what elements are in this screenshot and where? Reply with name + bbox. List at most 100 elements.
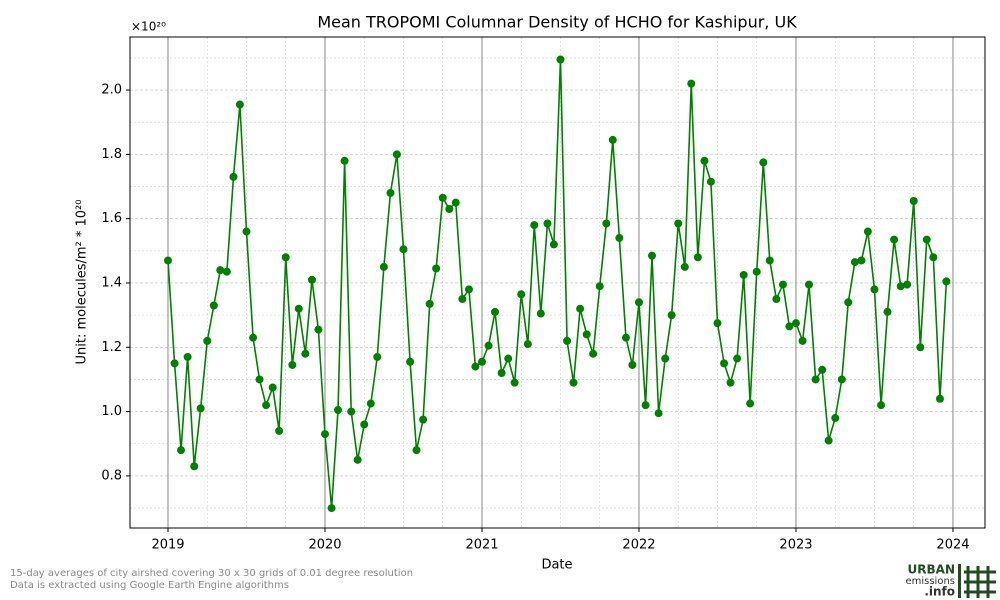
data-point bbox=[693, 253, 702, 262]
data-point bbox=[536, 309, 545, 318]
logo-grid bbox=[964, 566, 996, 598]
data-point bbox=[648, 251, 657, 260]
data-point bbox=[615, 233, 624, 242]
data-point bbox=[209, 301, 218, 310]
data-point bbox=[720, 359, 729, 368]
data-point bbox=[458, 295, 467, 304]
data-point bbox=[432, 264, 441, 273]
data-point bbox=[746, 399, 755, 408]
data-point bbox=[196, 404, 205, 413]
x-tick-label: 2022 bbox=[622, 538, 655, 553]
data-point bbox=[582, 330, 591, 339]
x-tick-label: 2019 bbox=[151, 538, 184, 553]
data-point bbox=[752, 267, 761, 276]
logo-text: .info bbox=[924, 585, 955, 599]
x-tick-label: 2023 bbox=[779, 538, 812, 553]
data-point bbox=[687, 79, 696, 88]
data-point bbox=[523, 340, 532, 349]
plot-frame bbox=[129, 36, 986, 529]
logo-text: emissions bbox=[905, 576, 955, 587]
data-point bbox=[392, 150, 401, 159]
data-point bbox=[360, 420, 369, 429]
y-tick-label: 1.0 bbox=[101, 404, 122, 419]
data-point bbox=[713, 319, 722, 328]
data-point bbox=[641, 401, 650, 410]
data-point bbox=[477, 357, 486, 366]
data-point bbox=[177, 446, 186, 455]
logo-text: URBAN bbox=[908, 563, 955, 577]
data-point bbox=[438, 193, 447, 202]
data-point bbox=[412, 446, 421, 455]
data-point bbox=[896, 282, 905, 291]
y-tick-label: 1.8 bbox=[101, 147, 122, 162]
data-point bbox=[798, 336, 807, 345]
data-point bbox=[602, 219, 611, 228]
data-point bbox=[327, 504, 336, 513]
data-point bbox=[334, 405, 343, 414]
data-point bbox=[497, 369, 506, 378]
data-point bbox=[942, 277, 951, 286]
data-point bbox=[634, 298, 643, 307]
data-point bbox=[654, 409, 663, 418]
data-point bbox=[235, 100, 244, 109]
data-point bbox=[772, 295, 781, 304]
logo-bar bbox=[958, 564, 961, 598]
data-point bbox=[563, 336, 572, 345]
data-point bbox=[700, 156, 709, 165]
data-point bbox=[320, 430, 329, 439]
data-point bbox=[517, 290, 526, 299]
data-point bbox=[294, 304, 303, 313]
data-point bbox=[863, 227, 872, 236]
chart-title: Mean TROPOMI Columnar Density of HCHO fo… bbox=[317, 13, 797, 32]
data-point bbox=[556, 55, 565, 64]
data-point bbox=[373, 352, 382, 361]
x-tick-label: 2020 bbox=[308, 538, 341, 553]
data-point bbox=[778, 280, 787, 289]
data-point bbox=[530, 221, 539, 230]
data-point bbox=[922, 235, 931, 244]
data-point bbox=[870, 285, 879, 294]
y-tick-label: 0.8 bbox=[101, 468, 122, 483]
data-point bbox=[549, 240, 558, 249]
data-point bbox=[628, 360, 637, 369]
data-point bbox=[674, 219, 683, 228]
data-point bbox=[706, 177, 715, 186]
data-point bbox=[255, 375, 264, 384]
data-point bbox=[510, 378, 519, 387]
data-point bbox=[595, 282, 604, 291]
x-tick-label: 2024 bbox=[936, 538, 969, 553]
data-point bbox=[379, 262, 388, 271]
data-point bbox=[621, 333, 630, 342]
data-point bbox=[733, 354, 742, 363]
data-point bbox=[929, 253, 938, 262]
data-point bbox=[916, 343, 925, 352]
data-point bbox=[680, 262, 689, 271]
footnote: 15-day averages of city airshed covering… bbox=[10, 568, 413, 579]
data-point bbox=[857, 256, 866, 265]
data-point bbox=[661, 354, 670, 363]
data-point bbox=[739, 270, 748, 279]
data-point bbox=[307, 275, 316, 284]
data-point bbox=[791, 319, 800, 328]
data-point bbox=[419, 415, 428, 424]
y-tick-label: 1.4 bbox=[101, 275, 122, 290]
data-point bbox=[163, 256, 172, 265]
data-point bbox=[850, 258, 859, 267]
y-tick-label: 1.2 bbox=[101, 340, 122, 355]
data-point bbox=[844, 298, 853, 307]
data-point bbox=[451, 198, 460, 207]
data-point bbox=[425, 299, 434, 308]
data-point bbox=[759, 158, 768, 167]
data-point bbox=[229, 172, 238, 181]
data-point bbox=[347, 407, 356, 416]
data-point bbox=[818, 365, 827, 374]
data-point bbox=[824, 436, 833, 445]
data-point bbox=[569, 378, 578, 387]
data-point bbox=[877, 401, 886, 410]
data-point bbox=[314, 325, 323, 334]
data-point bbox=[504, 354, 513, 363]
data-point bbox=[837, 375, 846, 384]
x-axis-label: Date bbox=[541, 558, 572, 573]
